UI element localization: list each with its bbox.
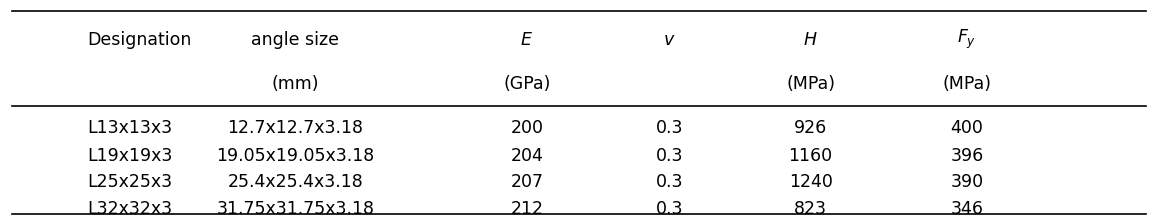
Text: 12.7x12.7x3.18: 12.7x12.7x3.18 [227,119,364,137]
Text: 0.3: 0.3 [655,147,683,165]
Text: (GPa): (GPa) [504,75,550,93]
Text: 25.4x25.4x3.18: 25.4x25.4x3.18 [227,173,364,191]
Text: 200: 200 [511,119,543,137]
Text: 207: 207 [511,173,543,191]
Text: 212: 212 [511,200,543,218]
Text: (MPa): (MPa) [786,75,835,93]
Text: 204: 204 [511,147,543,165]
Text: $F_y$: $F_y$ [958,28,976,51]
Text: 400: 400 [951,119,983,137]
Text: 31.75x31.75x3.18: 31.75x31.75x3.18 [217,200,374,218]
Text: (mm): (mm) [271,75,320,93]
Text: 390: 390 [951,173,983,191]
Text: L25x25x3: L25x25x3 [87,173,173,191]
Text: 19.05x19.05x3.18: 19.05x19.05x3.18 [217,147,374,165]
Text: 0.3: 0.3 [655,173,683,191]
Text: angle size: angle size [251,31,339,49]
Text: Designation: Designation [87,31,191,49]
Text: 1240: 1240 [789,173,833,191]
Text: 396: 396 [951,147,983,165]
Text: 0.3: 0.3 [655,200,683,218]
Text: L13x13x3: L13x13x3 [87,119,173,137]
Text: $H$: $H$ [804,31,818,49]
Text: $v$: $v$ [664,31,675,49]
Text: 0.3: 0.3 [655,119,683,137]
Text: 823: 823 [794,200,827,218]
Text: $E$: $E$ [520,31,534,49]
Text: 346: 346 [951,200,983,218]
Text: L32x32x3: L32x32x3 [87,200,173,218]
Text: 1160: 1160 [789,147,833,165]
Text: 926: 926 [794,119,827,137]
Text: L19x19x3: L19x19x3 [87,147,173,165]
Text: (MPa): (MPa) [943,75,991,93]
